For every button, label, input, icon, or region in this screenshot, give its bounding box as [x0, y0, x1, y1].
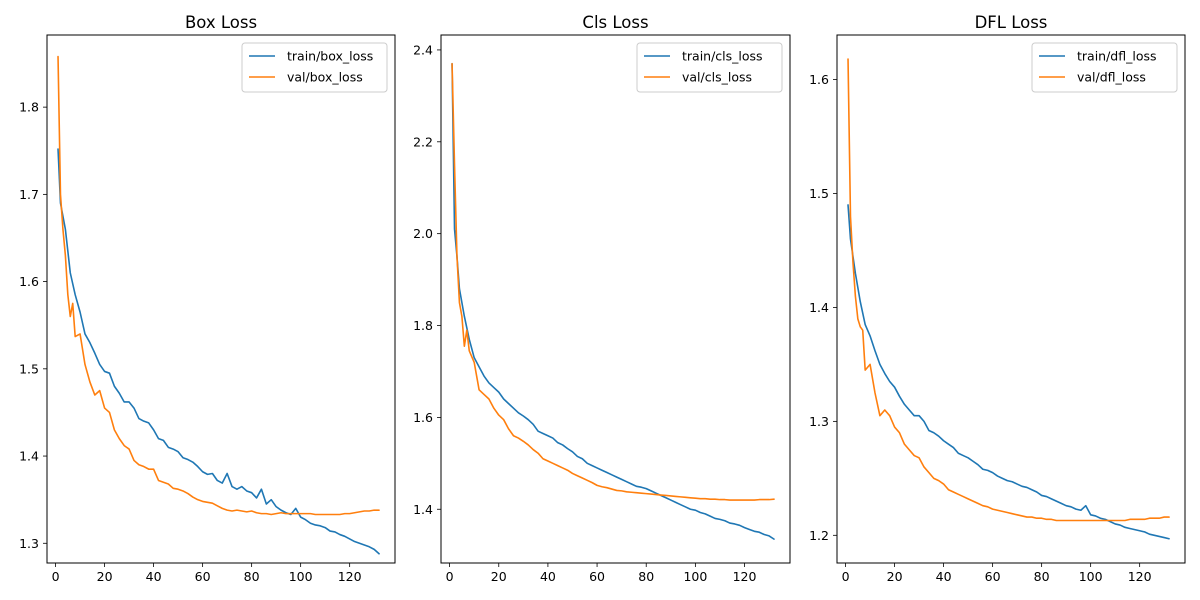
x-tick-label: 80: [638, 569, 654, 584]
y-tick-label: 1.3: [809, 414, 829, 429]
series-line-val-dfl-loss: [847, 58, 1170, 522]
x-tick-label: 60: [985, 569, 1001, 584]
chart-cls: Cls Loss 0 20 40 60 80 100 120 1.4 1.6 1.8 2.0 2.2 2.…: [413, 13, 791, 584]
legend-box: [241, 42, 388, 93]
legend-label: val/cls_loss: [682, 70, 752, 85]
y-tick-label: 2.2: [413, 134, 433, 149]
y-tick-label: 1.8: [19, 100, 39, 115]
y-tick-label: 1.8: [413, 318, 433, 333]
x-tick-label: 80: [1034, 569, 1050, 584]
x-tick-label: 120: [338, 569, 362, 584]
y-tick-label: 1.4: [413, 502, 433, 517]
y-tick-label: 1.2: [809, 528, 829, 543]
legend: train/dfl_loss val/dfl_loss: [1031, 42, 1178, 93]
legend-label: train/cls_loss: [682, 49, 763, 64]
y-tick-label: 1.5: [19, 361, 39, 376]
y-tick-label: 1.6: [19, 274, 39, 289]
y-tick-label: 1.6: [809, 72, 829, 87]
x-tick-label: 40: [146, 569, 162, 584]
y-tick-label: 2.4: [413, 42, 433, 57]
chart-title: Cls Loss: [582, 13, 648, 32]
x-tick-label: 80: [244, 569, 260, 584]
y-tick-label: 1.4: [19, 449, 39, 464]
x-tick-label: 100: [289, 569, 313, 584]
x-tick-label: 0: [52, 569, 60, 584]
x-tick-label: 40: [540, 569, 556, 584]
chart-title: Box Loss: [185, 13, 257, 32]
series-line-val-box-loss: [57, 55, 380, 516]
y-tick-label: 1.7: [19, 187, 39, 202]
x-tick-label: 0: [446, 569, 454, 584]
x-tick-label: 20: [491, 569, 507, 584]
chart-dfl: DFL Loss 0 20 40 60 80 100 120 1.2 1.3 1.4 1.5 1.6 tr…: [809, 13, 1186, 584]
x-tick-label: 60: [589, 569, 605, 584]
legend-label: train/dfl_loss: [1077, 49, 1157, 64]
y-tick-label: 1.6: [413, 410, 433, 425]
legend-box: [636, 42, 783, 93]
legend-label: val/box_loss: [287, 70, 363, 85]
x-tick-label: 100: [1079, 569, 1103, 584]
legend: train/cls_loss val/cls_loss: [636, 42, 783, 93]
plot-area-frame: [440, 34, 791, 564]
y-tick-label: 1.4: [809, 300, 829, 315]
x-tick-label: 20: [887, 569, 903, 584]
series-line-train-cls-loss: [451, 62, 775, 540]
y-tick-label: 1.3: [19, 536, 39, 551]
chart-box: Box Loss 0 20 40 60 80 100 120 1.3 1.4 1.5 1.6 1.7 1.…: [19, 13, 396, 584]
series-line-train-dfl-loss: [847, 204, 1170, 540]
series-line-train-box-loss: [57, 148, 380, 555]
x-tick-label: 0: [842, 569, 850, 584]
legend: train/box_loss val/box_loss: [241, 42, 388, 93]
chart-title: DFL Loss: [975, 13, 1048, 32]
x-tick-label: 120: [1128, 569, 1152, 584]
y-tick-label: 1.5: [809, 186, 829, 201]
x-tick-label: 20: [97, 569, 113, 584]
x-tick-label: 60: [195, 569, 211, 584]
series-line-val-cls-loss: [451, 62, 775, 501]
x-tick-label: 120: [733, 569, 757, 584]
y-tick-label: 2.0: [413, 226, 433, 241]
x-tick-label: 40: [936, 569, 952, 584]
legend-label: val/dfl_loss: [1077, 70, 1146, 85]
plot-area-frame: [46, 34, 396, 564]
plot-area-frame: [836, 34, 1186, 564]
legend-box: [1031, 42, 1178, 93]
legend-label: train/box_loss: [287, 49, 373, 64]
x-tick-label: 100: [683, 569, 707, 584]
